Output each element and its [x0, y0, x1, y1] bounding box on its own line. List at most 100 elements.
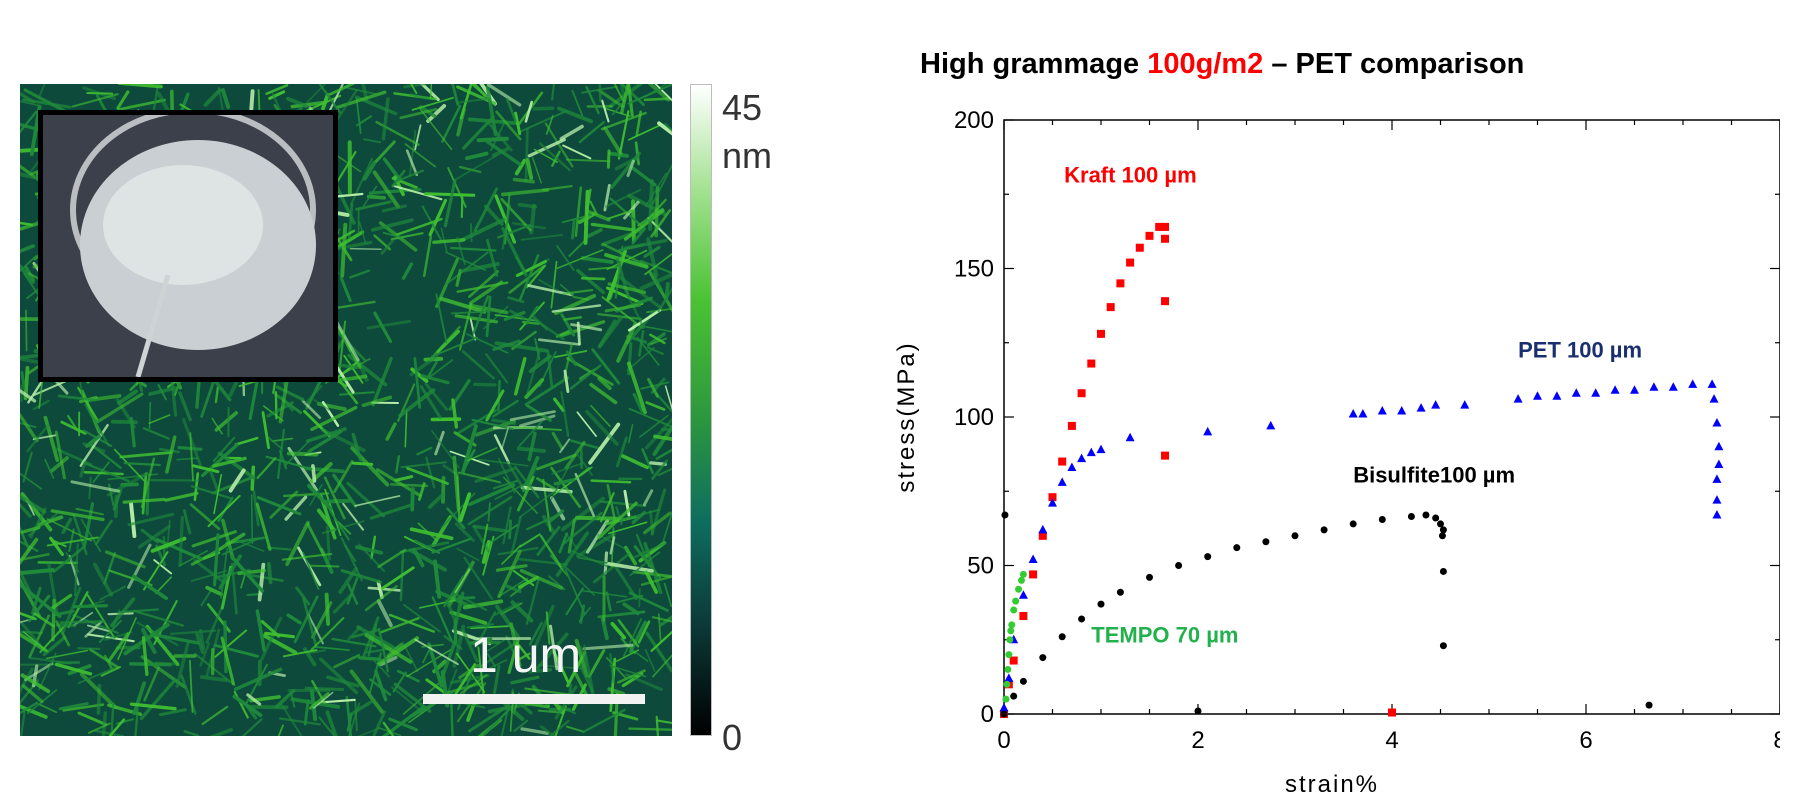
data-point — [1388, 708, 1396, 717]
data-point — [1096, 444, 1106, 454]
data-point — [1155, 222, 1164, 231]
chart-title-highlight: 100g/m2 — [1147, 48, 1264, 80]
data-point — [1552, 391, 1562, 400]
data-point — [1058, 633, 1066, 641]
data-point — [1649, 382, 1659, 391]
data-point — [1015, 585, 1023, 593]
data-point — [1712, 417, 1722, 427]
data-point — [1431, 400, 1441, 409]
data-point — [1001, 511, 1009, 519]
data-point — [1291, 532, 1299, 540]
data-point — [1002, 695, 1010, 703]
data-point — [1146, 573, 1153, 581]
x-tick-label: 4 — [1385, 727, 1398, 754]
data-point — [1407, 512, 1415, 520]
data-point — [1348, 409, 1358, 418]
data-point — [1161, 222, 1170, 231]
chart-title-prefix: High grammage — [920, 48, 1148, 80]
data-point — [1630, 385, 1639, 394]
colorbar-max-label: 45 — [722, 87, 763, 128]
data-point — [1067, 421, 1076, 430]
data-point — [1106, 303, 1115, 312]
data-point — [1437, 520, 1444, 528]
series-3 — [1002, 570, 1027, 703]
data-point — [1438, 532, 1446, 540]
y-tick-label: 0 — [981, 701, 994, 728]
data-point — [1349, 520, 1357, 528]
data-point — [1012, 597, 1020, 605]
colorbar-unit-label: nm — [722, 135, 773, 176]
series-annotation: TEMPO 70 µm — [1091, 623, 1238, 648]
x-tick-label: 2 — [1191, 727, 1204, 754]
data-point — [1003, 680, 1011, 688]
data-point — [1125, 432, 1135, 442]
data-point — [1006, 636, 1014, 644]
series-annotation: Bisulfite100 µm — [1353, 462, 1515, 487]
data-point — [1018, 590, 1028, 599]
data-point — [1058, 457, 1067, 466]
data-point — [1175, 562, 1183, 569]
y-axis-label: stress(MPa) — [893, 341, 920, 492]
x-tick-label: 6 — [1579, 727, 1592, 754]
height-colorbar — [690, 84, 712, 736]
data-point — [1714, 441, 1724, 451]
data-point — [1004, 665, 1012, 673]
data-point — [999, 703, 1009, 712]
data-point — [1086, 447, 1096, 457]
data-point — [1019, 611, 1028, 620]
colorbar-min-label: 0 — [722, 717, 743, 758]
data-point — [1422, 511, 1430, 519]
data-point — [1029, 570, 1038, 579]
series-annotation: PET 100 µm — [1518, 338, 1642, 363]
scale-bar — [423, 694, 645, 704]
data-point — [1439, 642, 1447, 650]
data-point — [1116, 279, 1125, 288]
data-point — [1203, 426, 1213, 436]
data-point — [1688, 379, 1698, 388]
data-point — [1233, 544, 1241, 552]
scale-bar-label: 1 um — [470, 627, 582, 683]
data-point — [1019, 570, 1027, 578]
stress-strain-chart: 0 2 4 6 8 0 50 100 150 200 strain% stress(MPa) Kraft… — [893, 107, 1780, 798]
x-tick-label: 8 — [1773, 727, 1780, 754]
data-point — [1194, 707, 1202, 715]
data-point — [1067, 462, 1077, 471]
data-point — [1712, 510, 1722, 519]
y-tick-label: 50 — [967, 553, 994, 580]
data-point — [1571, 388, 1581, 397]
data-point — [1161, 234, 1170, 243]
data-point — [1009, 656, 1018, 665]
data-point — [1017, 576, 1025, 584]
x-axis-label: strain% — [1285, 771, 1379, 798]
data-point — [1397, 406, 1407, 415]
data-point — [1004, 673, 1014, 682]
data-point — [1714, 459, 1724, 469]
data-point — [1591, 388, 1601, 397]
data-point — [1439, 526, 1447, 534]
data-point — [1416, 403, 1426, 412]
y-tick-label: 200 — [954, 107, 994, 134]
data-point — [1048, 493, 1057, 502]
data-point — [1028, 554, 1038, 564]
series-2 — [1000, 511, 1653, 718]
data-point — [1645, 701, 1653, 709]
data-point — [1097, 600, 1105, 608]
data-point — [1709, 394, 1719, 403]
data-point — [1668, 382, 1678, 391]
data-point — [1432, 514, 1440, 522]
data-point — [1460, 400, 1470, 409]
data-point — [1262, 538, 1270, 546]
data-point — [1087, 359, 1096, 368]
series-annotation: Kraft 100 µm — [1064, 162, 1197, 187]
chart-title-suffix: – PET comparison — [1263, 48, 1525, 80]
data-point — [1038, 524, 1048, 534]
data-point — [1048, 498, 1057, 507]
film-petri-dish-image — [43, 115, 333, 377]
data-point — [1712, 495, 1722, 504]
data-point — [1513, 394, 1523, 403]
data-point — [1057, 477, 1067, 486]
data-point — [1126, 258, 1135, 267]
data-point — [1533, 391, 1542, 400]
data-point — [1077, 389, 1086, 398]
data-point — [1439, 567, 1447, 575]
